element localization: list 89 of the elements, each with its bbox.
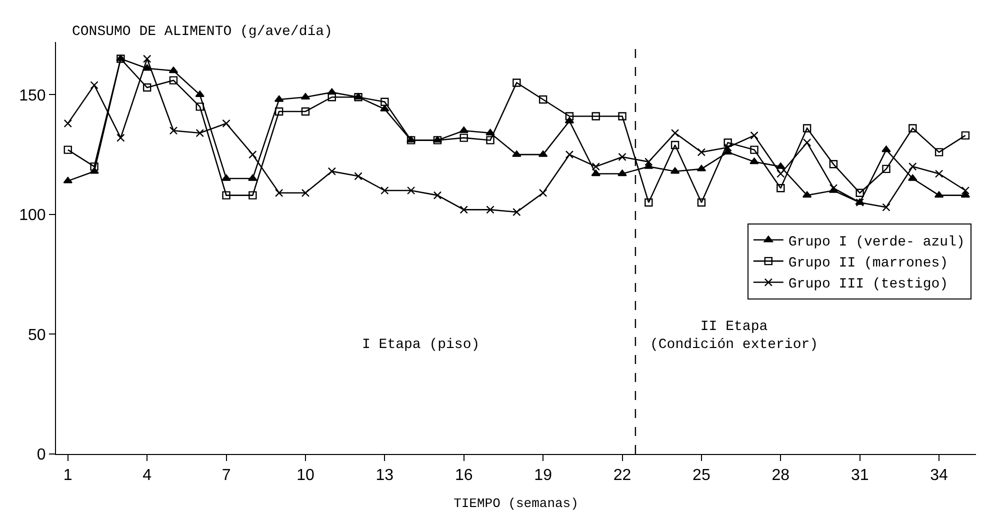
x-tick-label: 34 <box>930 467 948 484</box>
y-tick-label: 50 <box>28 326 46 344</box>
point <box>934 148 944 156</box>
legend-label: Grupo I (verde- azul) <box>788 234 965 250</box>
point <box>433 191 442 200</box>
point <box>750 158 759 164</box>
point <box>644 162 654 169</box>
chart-title: CONSUMO DE ALIMENTO (g/ave/día) <box>72 24 332 40</box>
point <box>908 162 917 171</box>
point <box>961 131 970 140</box>
point <box>565 112 574 120</box>
point <box>274 95 284 102</box>
point <box>802 191 812 198</box>
point <box>380 186 389 195</box>
annotation: I Etapa (piso) <box>362 337 480 353</box>
point <box>512 150 522 157</box>
point <box>908 124 917 132</box>
point <box>882 146 891 152</box>
point <box>724 138 732 147</box>
x-tick-label: 28 <box>772 467 790 484</box>
point <box>856 188 864 198</box>
x-tick-label: 19 <box>534 467 552 484</box>
point <box>670 140 680 150</box>
point <box>670 167 680 174</box>
x-tick-label: 4 <box>142 467 152 484</box>
annotation: II Etapa (Condición exterior) <box>650 319 818 354</box>
point <box>644 198 653 207</box>
point <box>723 148 732 155</box>
point <box>169 76 178 84</box>
x-tick-label: 16 <box>454 467 473 484</box>
x-tick-label: 31 <box>850 467 869 484</box>
point <box>591 170 600 176</box>
x-tick-label: 22 <box>613 467 632 484</box>
point <box>486 206 494 214</box>
y-tick-label: 150 <box>19 87 46 104</box>
point <box>64 119 72 128</box>
point <box>222 174 231 181</box>
point <box>354 172 362 180</box>
point <box>538 95 548 104</box>
point <box>512 78 521 87</box>
point <box>90 162 98 171</box>
y-tick-label: 0 <box>36 446 46 464</box>
point <box>460 134 468 142</box>
x-axis-title: TIEMPO (semanas) <box>454 496 578 511</box>
point <box>300 92 310 100</box>
point <box>380 104 390 112</box>
point <box>169 126 178 135</box>
point <box>142 54 152 63</box>
point <box>274 107 284 116</box>
point <box>406 186 416 195</box>
point <box>776 184 785 192</box>
point <box>750 146 758 154</box>
x-tick-label: 7 <box>222 467 231 484</box>
point <box>116 134 125 142</box>
point <box>829 160 838 168</box>
point <box>196 128 204 138</box>
point <box>486 128 495 136</box>
point <box>696 164 706 172</box>
x-tick-label: 25 <box>692 467 710 484</box>
point <box>63 176 73 184</box>
point <box>882 164 890 174</box>
point <box>618 112 626 120</box>
point <box>697 198 706 207</box>
point <box>248 174 258 181</box>
point <box>486 136 494 144</box>
x-tick-label: 10 <box>296 467 314 484</box>
point <box>301 107 310 116</box>
y-tick-label: 100 <box>19 207 46 224</box>
x-tick-label: 13 <box>376 467 394 484</box>
point <box>802 124 812 132</box>
legend-label: Grupo II (marrones) <box>788 256 948 272</box>
point <box>776 162 786 169</box>
point <box>222 191 230 200</box>
point <box>248 191 257 200</box>
point <box>380 98 389 106</box>
point <box>618 170 627 176</box>
point <box>618 152 626 162</box>
point <box>538 150 548 157</box>
point <box>908 174 918 181</box>
point <box>64 146 72 154</box>
point <box>934 191 944 198</box>
point <box>142 83 152 92</box>
x-tick-label: 1 <box>63 467 72 484</box>
point <box>195 90 205 98</box>
legend-label: Grupo III (testigo) <box>788 276 948 293</box>
point <box>960 191 970 198</box>
point <box>592 112 600 120</box>
point <box>196 102 204 111</box>
point <box>168 66 178 74</box>
